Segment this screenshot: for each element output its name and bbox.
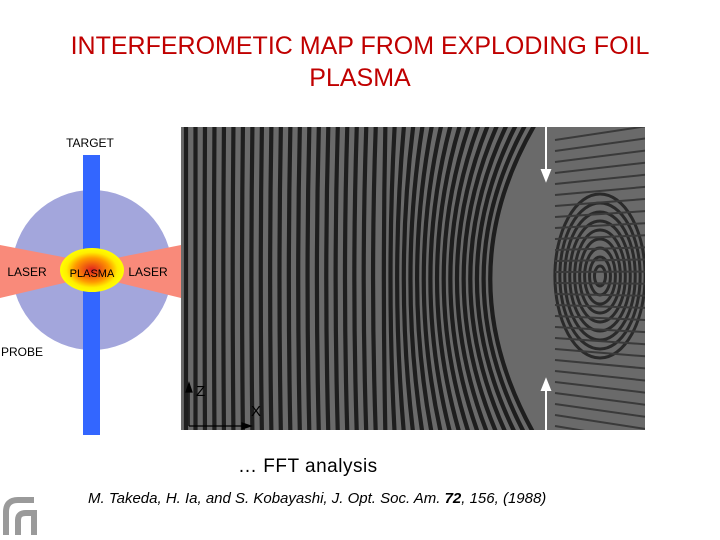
fringe: [578, 237, 622, 315]
fringe: [563, 210, 637, 342]
fringe: [305, 127, 312, 430]
fringe: [553, 192, 645, 360]
label: LASER: [7, 265, 47, 279]
fringe: [342, 127, 350, 430]
fringe: [554, 359, 645, 370]
fringe: [554, 282, 645, 285]
target-foil: [83, 155, 100, 435]
fringe: [488, 127, 536, 430]
fringe: [361, 127, 369, 430]
axis-label: X: [251, 403, 261, 420]
slide-title: INTERFEROMETIC MAP FROM EXPLODING FOIL P…: [70, 32, 650, 92]
fringe: [554, 304, 645, 309]
fringe: [428, 127, 453, 430]
fringe: [441, 127, 471, 430]
fringe: [554, 381, 645, 394]
fringe: [554, 185, 645, 196]
axis-label: Z: [196, 383, 205, 400]
fringe: [554, 234, 645, 240]
fringe: [268, 127, 274, 430]
fringe: [211, 127, 217, 430]
fringe: [554, 173, 645, 185]
laser-beam: [0, 245, 68, 298]
fringe: [554, 137, 645, 152]
fringe: [249, 127, 255, 430]
fringe: [461, 127, 499, 430]
label: LASER: [128, 265, 168, 279]
fringe: [388, 127, 397, 430]
fringe: [415, 127, 434, 430]
fringe: [324, 127, 331, 430]
citation-pages: , 156, (1988): [461, 490, 547, 507]
fringe: [554, 198, 645, 207]
interferogram: [181, 127, 645, 430]
fringe: [568, 219, 632, 333]
fringe: [554, 293, 645, 297]
fringe: [314, 127, 321, 430]
caption: … FFT analysis: [238, 456, 378, 477]
fringe: [277, 127, 283, 430]
plasma: [60, 248, 124, 292]
fringe: [554, 258, 645, 262]
laser-beam: [116, 245, 181, 298]
fringe: [554, 326, 645, 334]
fringe: [381, 127, 388, 430]
fringe: [554, 246, 645, 251]
fringe: [333, 127, 340, 430]
fringe: [554, 222, 645, 229]
fringe: [421, 127, 444, 430]
fringe: [554, 414, 645, 430]
fringe: [286, 127, 293, 430]
fringe: [454, 127, 490, 430]
fringe: [435, 127, 462, 430]
fringe: [296, 127, 302, 430]
fringe: [395, 127, 406, 430]
fringe: [554, 315, 645, 321]
fringe: [554, 161, 645, 174]
label: PLASMA: [70, 268, 115, 280]
fringe: [258, 127, 264, 430]
fringe: [593, 264, 607, 288]
fringe: [221, 127, 227, 430]
fringe: [554, 348, 645, 358]
label: PROBE: [1, 345, 43, 359]
fringe: [554, 337, 645, 346]
citation-volume: 72: [444, 490, 462, 507]
logo: [3, 497, 37, 535]
fringe: [230, 127, 236, 430]
fringe: [573, 228, 627, 324]
axes: [185, 381, 253, 430]
fringe: [401, 127, 416, 430]
fringe: [554, 392, 645, 406]
fringe: [352, 127, 359, 430]
fringe: [239, 127, 246, 430]
fringe: [554, 403, 645, 418]
label: TARGET: [66, 136, 114, 150]
fringe: [554, 425, 586, 430]
fringe: [474, 127, 518, 430]
fringe: [554, 370, 645, 382]
fringe: [554, 127, 645, 141]
fringe: [448, 127, 481, 430]
fringe: [554, 149, 645, 163]
fringe: [554, 210, 645, 218]
fringe: [481, 127, 527, 430]
citation-authors: M. Takeda, H. Ia, and S. Kobayashi, J. O…: [88, 490, 441, 507]
fringe: [370, 127, 378, 430]
fringe: [468, 127, 509, 430]
fringe: [408, 127, 425, 430]
citation: M. Takeda, H. Ia, and S. Kobayashi, J. O…: [88, 490, 546, 507]
marker-arrows: [540, 127, 552, 430]
